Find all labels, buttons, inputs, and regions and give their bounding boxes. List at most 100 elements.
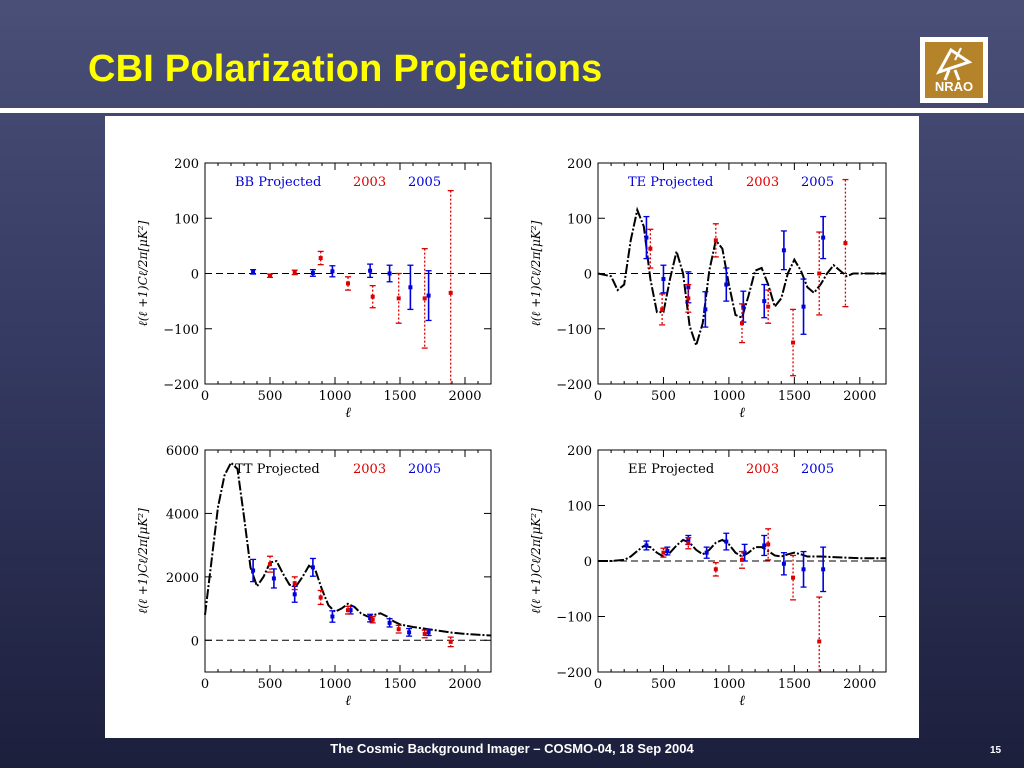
data-point-2005	[387, 620, 392, 625]
y-tick-label: 200	[567, 157, 592, 172]
y-axis-label: ℓ(ℓ +1)Cℓ/2π[μK²]	[136, 508, 150, 614]
data-point-2003	[791, 340, 796, 345]
data-point-2005	[742, 550, 747, 555]
x-tick-label: 1000	[318, 389, 351, 404]
x-tick-label: 500	[651, 389, 676, 404]
data-point-2005	[724, 539, 729, 544]
data-point-2005	[704, 550, 709, 555]
data-point-2003	[448, 290, 453, 295]
y-tick-label: 0	[191, 268, 199, 283]
legend-2003: 2003	[746, 175, 779, 190]
data-point-2003	[292, 581, 297, 586]
y-tick-label: 100	[567, 212, 592, 227]
slide-title: CBI Polarization Projections	[88, 48, 603, 90]
x-tick-label: 0	[201, 389, 209, 404]
data-point-2003	[346, 608, 350, 613]
data-point-2003	[713, 567, 718, 572]
data-point-2003	[422, 296, 427, 301]
page-number: 15	[990, 745, 1002, 756]
legend-2003: 2003	[746, 462, 779, 477]
data-point-2003	[661, 550, 666, 555]
y-tick-label: −200	[163, 378, 199, 393]
nrao-logo: NRAO	[920, 37, 988, 103]
data-point-2005	[781, 248, 786, 253]
slide-footer: The Cosmic Background Imager – COSMO-04,…	[330, 741, 694, 756]
data-point-2005	[271, 576, 276, 581]
data-point-2003	[422, 631, 427, 636]
data-point-2005	[368, 268, 373, 273]
logo-text: NRAO	[934, 79, 974, 94]
theory-curve	[597, 206, 886, 349]
data-point-2005	[251, 269, 256, 274]
legend-2003: 2003	[353, 462, 386, 477]
data-point-2005	[762, 543, 767, 548]
data-point-2003	[713, 238, 718, 243]
y-tick-label: 0	[584, 268, 592, 283]
y-tick-label: −200	[556, 666, 592, 681]
data-point-2005	[686, 537, 691, 542]
panel-label: TE Projected	[628, 175, 713, 190]
data-point-2005	[348, 608, 353, 613]
data-point-2005	[703, 307, 708, 312]
x-tick-label: 1500	[778, 389, 811, 404]
legend-2005: 2005	[408, 175, 441, 190]
y-tick-label: 4000	[166, 507, 199, 522]
y-axis-label: ℓ(ℓ +1)Cℓ/2π[μK²]	[529, 508, 543, 614]
data-point-2003	[766, 542, 771, 547]
x-axis-label: ℓ	[345, 405, 351, 421]
y-tick-label: −200	[556, 378, 592, 393]
data-point-2003	[648, 246, 653, 251]
data-point-2005	[781, 561, 786, 566]
data-point-2005	[330, 614, 335, 619]
theory-curve	[598, 538, 886, 562]
data-point-2005	[821, 567, 826, 572]
data-point-2005	[644, 235, 649, 240]
legend-2005: 2005	[801, 462, 834, 477]
data-point-2005	[661, 277, 666, 282]
chart-0: 0 500 1000 1500 2000 −200 −100 0 100 200 BB Projec…	[136, 157, 492, 421]
y-tick-label: −100	[556, 323, 592, 338]
data-point-2005	[724, 282, 729, 287]
data-point-2003	[686, 296, 691, 301]
x-tick-label: 1000	[712, 677, 745, 692]
data-point-2005	[801, 304, 806, 309]
legend-2005: 2005	[801, 175, 834, 190]
x-tick-label: 2000	[448, 677, 481, 692]
x-tick-label: 500	[651, 677, 676, 692]
y-tick-label: 6000	[166, 444, 199, 459]
legend-2003: 2003	[353, 175, 386, 190]
data-point-2003	[292, 270, 297, 275]
data-point-2003	[396, 296, 401, 301]
y-tick-label: −100	[163, 323, 199, 338]
theory-curve	[204, 461, 492, 637]
x-tick-label: 0	[594, 677, 602, 692]
data-point-2005	[644, 543, 649, 548]
chart-3: 0 500 1000 1500 2000 −200 −100 0 100 200 EE Projec…	[529, 444, 887, 709]
data-point-2003	[817, 639, 822, 644]
data-point-2005	[387, 271, 392, 276]
x-tick-label: 2000	[843, 677, 876, 692]
data-point-2003	[448, 639, 453, 644]
data-point-2005	[408, 285, 413, 290]
data-point-2003	[318, 595, 323, 600]
data-point-2005	[426, 293, 431, 298]
data-point-2005	[330, 269, 335, 274]
chart-1: 0 500 1000 1500 2000 −200 −100 0 100 200 TE Projec…	[529, 157, 887, 421]
legend-2005: 2005	[408, 462, 441, 477]
x-tick-label: 0	[201, 677, 209, 692]
x-tick-label: 1500	[383, 677, 416, 692]
nrao-logo-emblem: NRAO	[925, 42, 983, 98]
y-tick-label: 0	[191, 634, 199, 649]
chart-panel: 0 500 1000 1500 2000 −200 −100 0 100 200 BB Projec…	[105, 116, 919, 738]
y-tick-label: −100	[556, 611, 592, 626]
data-point-2005	[686, 285, 691, 290]
title-divider	[0, 108, 1024, 113]
data-point-2005	[407, 630, 412, 635]
data-point-2005	[821, 235, 826, 240]
x-tick-label: 1500	[778, 677, 811, 692]
x-tick-label: 2000	[843, 389, 876, 404]
x-tick-label: 0	[594, 389, 602, 404]
x-tick-label: 500	[258, 389, 283, 404]
x-tick-label: 1000	[712, 389, 745, 404]
